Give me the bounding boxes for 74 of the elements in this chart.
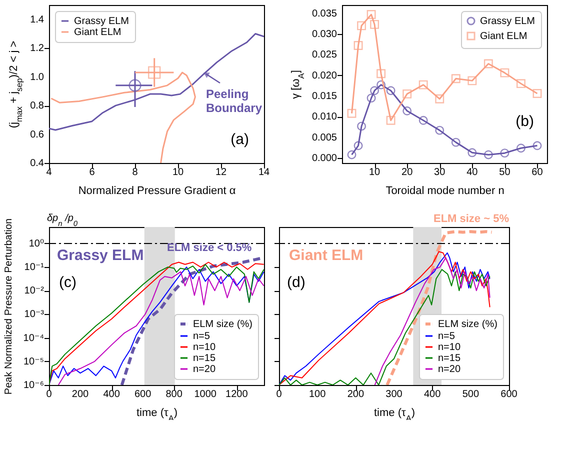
y-tick-label: 0.8: [30, 100, 44, 112]
y-tick-label: 0.025: [312, 50, 338, 61]
x-tick-label: 600: [500, 389, 518, 400]
y-tick-label: 1.4: [30, 14, 44, 26]
legend-label: Giant ELM: [480, 31, 528, 42]
y-tick-label: 0.4: [30, 158, 44, 169]
y-tick-label: 0.6: [30, 129, 44, 140]
x-tick-label: 400: [103, 389, 120, 400]
legend-label: n=10: [193, 342, 216, 353]
x-tick-label: 0: [276, 389, 282, 400]
y-tick-label: 0.010: [312, 112, 338, 123]
y-tick-label: 1.2: [30, 43, 44, 54]
legend-label: n=20: [193, 364, 216, 375]
annotation: (a): [230, 131, 249, 148]
x-tick-label: 200: [347, 389, 364, 400]
x-tick-label: 10: [172, 167, 184, 178]
y-tick-label: 10⁻⁶: [23, 380, 44, 391]
x-tick-label: 300: [386, 389, 403, 400]
x-tick-label: 40: [466, 167, 478, 178]
annotation: (c): [59, 274, 76, 291]
y-tick-label: 0.020: [312, 70, 338, 82]
x-tick-label: 100: [308, 389, 326, 400]
y-axis-title: Peak Normalized Pressure Perturbation: [4, 218, 15, 395]
x-tick-label: 8: [132, 167, 138, 178]
annotation: δp$_{n}$ /p$_{0}$: [47, 213, 78, 228]
annotation: (b): [516, 113, 534, 130]
x-tick-label: 600: [134, 389, 152, 400]
x-tick-label: 50: [499, 167, 511, 178]
y-tick-label: 10⁻³: [24, 309, 45, 320]
y-tick-label: 10⁰: [28, 238, 44, 250]
text: ELM size ~ 5%: [433, 213, 510, 225]
y-tick-label: 0.035: [312, 8, 338, 20]
y-tick-label: 10⁻¹: [24, 262, 45, 274]
annotation: Peeling Boundary: [206, 87, 262, 115]
y-tick-label: 0.030: [312, 28, 338, 40]
x-tick-label: 4: [46, 167, 52, 178]
x-axis-title: Normalized Pressure Gradient α: [78, 185, 236, 197]
x-tick-label: 30: [434, 167, 446, 178]
legend-label: n=20: [438, 364, 461, 375]
y-tick-label: 1.0: [30, 72, 44, 83]
legend-label: Giant ELM: [74, 27, 122, 38]
y-tick-label: 0.005: [312, 132, 338, 144]
x-tick-label: 400: [424, 389, 442, 400]
x-axis-title: Toroidal mode number n: [386, 185, 504, 197]
x-tick-label: 800: [166, 389, 183, 400]
x-tick-label: 0: [46, 389, 52, 400]
annotation: Grassy ELM: [57, 247, 144, 264]
annotation: ELM size < 0.5%: [167, 242, 252, 254]
legend-label: Grassy ELM: [480, 16, 536, 27]
x-tick-label: 10: [368, 167, 381, 178]
annotation: Giant ELM: [289, 247, 364, 264]
y-tick-label: 10⁻²: [24, 286, 45, 297]
x-tick-label: 1200: [226, 389, 248, 400]
x-tick-label: 60: [532, 167, 544, 178]
x-tick-label: 14: [258, 167, 270, 178]
annotation: (d): [287, 274, 306, 291]
legend-label: ELM size (%): [193, 319, 252, 330]
x-tick-label: 1000: [194, 389, 217, 400]
legend-label: n=10: [438, 342, 461, 353]
y-tick-label: 10⁻⁴: [23, 332, 44, 344]
legend-label: n=15: [438, 353, 461, 364]
legend-label: Grassy ELM: [74, 16, 130, 27]
legend-label: ELM size (%): [438, 319, 498, 330]
x-tick-label: 6: [89, 167, 96, 178]
x-tick-label: 500: [462, 389, 480, 400]
x-tick-label: 12: [215, 167, 227, 178]
legend-label: n=5: [193, 331, 210, 342]
legend-label: n=5: [438, 331, 456, 342]
x-tick-label: 200: [72, 389, 90, 400]
y-tick-label: 0.015: [312, 90, 338, 102]
y-tick-label: 0.000: [312, 153, 338, 164]
y-tick-label: 10⁻⁵: [23, 356, 44, 368]
legend-label: n=15: [193, 353, 216, 364]
x-tick-label: 20: [402, 167, 414, 178]
